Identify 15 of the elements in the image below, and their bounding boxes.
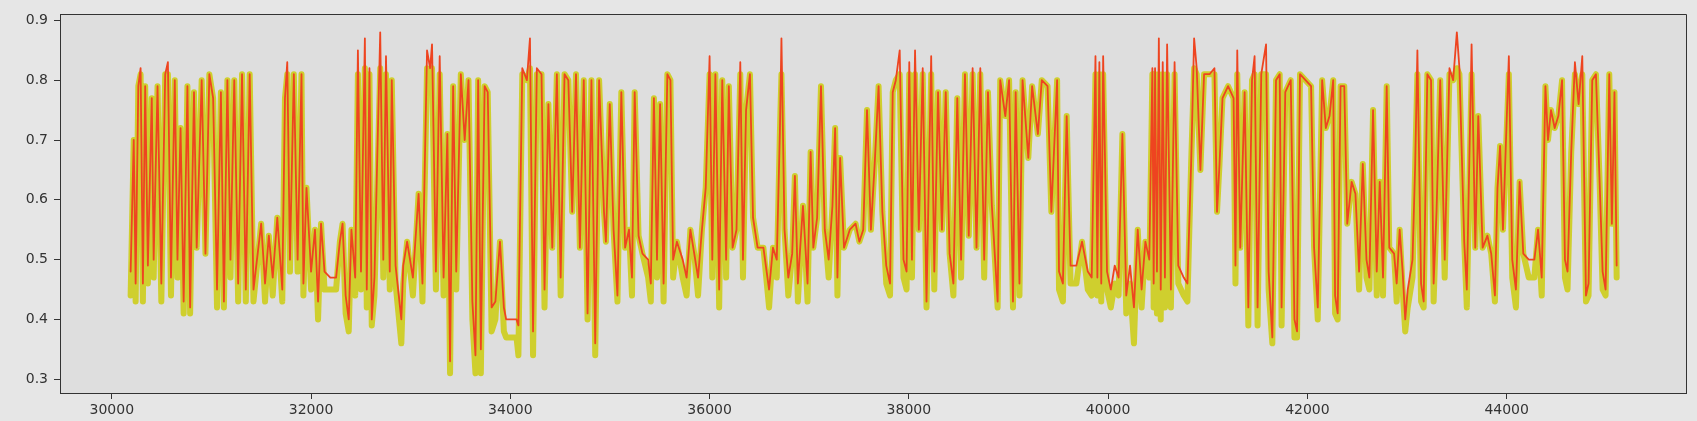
x-tick-label: 44000 (1484, 401, 1529, 418)
y-tick-label: 0.5 (25, 250, 48, 267)
y-tick-label: 0.7 (25, 130, 48, 147)
x-tick-label: 40000 (1085, 401, 1131, 418)
y-tick-label: 0.6 (25, 190, 49, 207)
x-tick-label: 30000 (89, 401, 135, 418)
x-tick-label: 42000 (1285, 401, 1330, 418)
y-tick-label: 0.4 (25, 310, 49, 327)
x-tick-label: 32000 (288, 401, 334, 418)
x-tick-label: 38000 (886, 401, 932, 418)
x-tick-label: 34000 (488, 401, 533, 418)
y-tick-label: 0.9 (25, 11, 48, 28)
x-tick-label: 36000 (687, 401, 732, 418)
y-tick-label: 0.3 (25, 369, 48, 386)
y-tick-label: 0.8 (25, 70, 48, 87)
